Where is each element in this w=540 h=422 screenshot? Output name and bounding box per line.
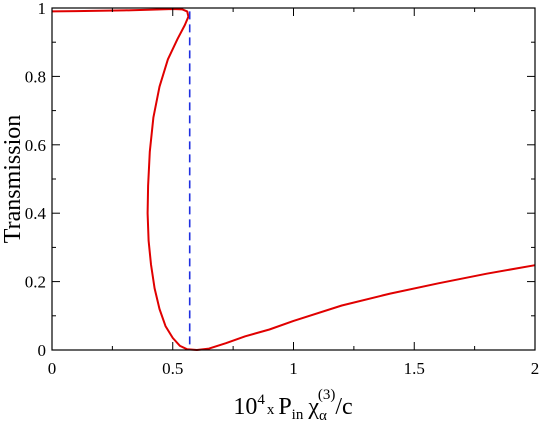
x-title-p: P bbox=[278, 394, 291, 420]
y-tick-label: 0.8 bbox=[25, 67, 46, 86]
x-tick-label: 1.5 bbox=[404, 359, 425, 378]
series-transmission-line bbox=[51, 8, 536, 351]
y-tick-label: 0 bbox=[38, 341, 47, 360]
y-tick-label: 0.6 bbox=[25, 136, 46, 155]
x-tick-label: 1 bbox=[289, 359, 298, 378]
x-axis-title: 104x Pin χα (3)/c bbox=[233, 387, 352, 422]
x-title-chi-sup: (3) bbox=[318, 387, 336, 403]
x-title-x: x bbox=[267, 402, 275, 418]
tick-layer: 0 0.5 1 1.5 2 0 0.2 0.4 0.6 0.8 1 bbox=[25, 0, 540, 378]
y-tick-label: 1 bbox=[38, 0, 47, 18]
x-title-tail: /c bbox=[335, 394, 352, 420]
x-title-chi: χ bbox=[307, 394, 319, 420]
plot-frame bbox=[51, 7, 536, 351]
y-axis-title: Transmission bbox=[0, 115, 26, 243]
x-tick-label: 0 bbox=[48, 359, 57, 378]
x-title-lead: 10 bbox=[233, 394, 257, 420]
x-title-p-sub: in bbox=[292, 407, 304, 422]
y-tick-label: 0.2 bbox=[25, 273, 46, 292]
x-tick-label: 0.5 bbox=[162, 359, 183, 378]
x-tick-label: 2 bbox=[531, 359, 540, 378]
x-title-lead-sup: 4 bbox=[257, 392, 265, 408]
y-tick-label: 0.4 bbox=[25, 204, 47, 223]
x-title-chi-sub: α bbox=[319, 408, 327, 422]
series-layer bbox=[51, 8, 536, 351]
